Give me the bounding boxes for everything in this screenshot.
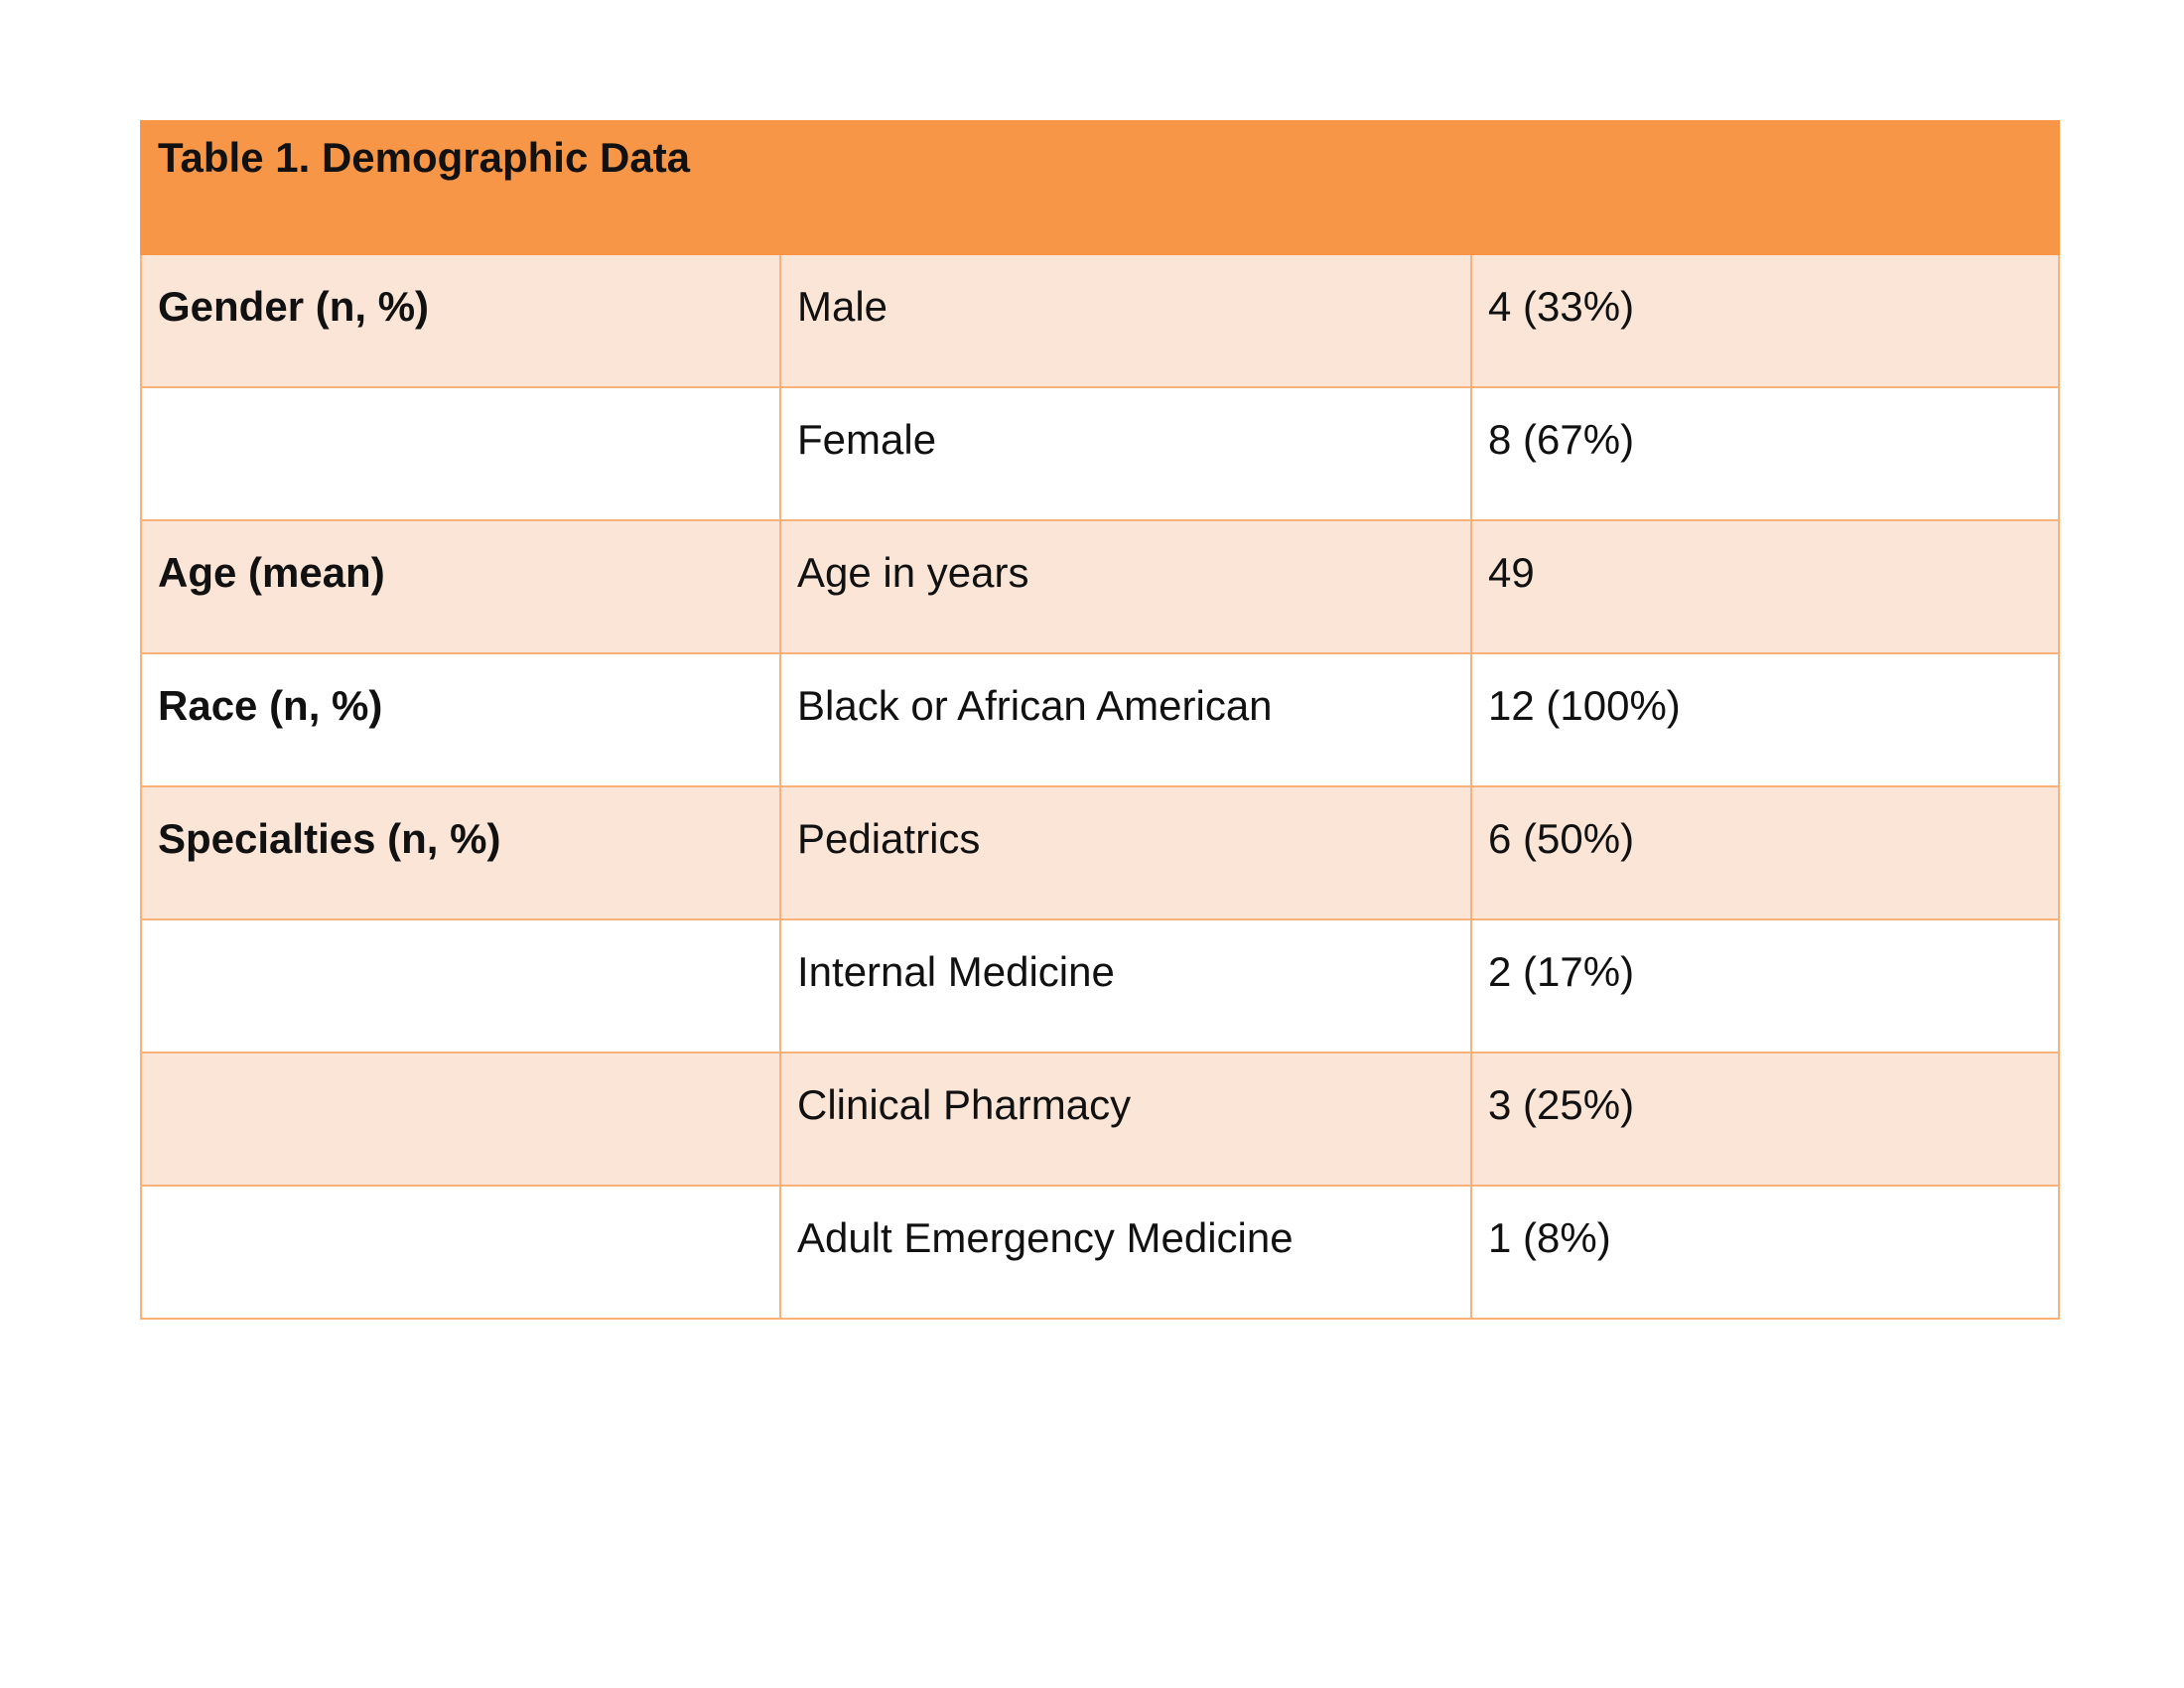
value-cell: 6 (50%): [1470, 785, 2060, 920]
table-row: Specialties (n, %) Pediatrics 6 (50%): [140, 785, 2060, 920]
category-cell: [140, 1052, 781, 1187]
value-cell: 1 (8%): [1470, 1185, 2060, 1320]
table-row: Female 8 (67%): [140, 386, 2060, 521]
item-cell: Pediatrics: [779, 785, 1472, 920]
item-cell: Female: [779, 386, 1472, 521]
category-cell: Race (n, %): [140, 652, 781, 787]
value-cell: 3 (25%): [1470, 1052, 2060, 1187]
table-row: Age (mean) Age in years 49: [140, 519, 2060, 654]
item-cell: Adult Emergency Medicine: [779, 1185, 1472, 1320]
value-cell: 8 (67%): [1470, 386, 2060, 521]
table-row: Adult Emergency Medicine 1 (8%): [140, 1185, 2060, 1320]
table-row: Race (n, %) Black or African American 12…: [140, 652, 2060, 787]
category-cell: [140, 1185, 781, 1320]
table-row: Internal Medicine 2 (17%): [140, 918, 2060, 1054]
table-title-row: Table 1. Demographic Data: [140, 120, 2060, 255]
item-cell: Clinical Pharmacy: [779, 1052, 1472, 1187]
category-cell: Specialties (n, %): [140, 785, 781, 920]
value-cell: 2 (17%): [1470, 918, 2060, 1054]
table-row: Clinical Pharmacy 3 (25%): [140, 1052, 2060, 1187]
item-cell: Age in years: [779, 519, 1472, 654]
item-cell: Black or African American: [779, 652, 1472, 787]
demographic-data-table: Table 1. Demographic Data Gender (n, %) …: [140, 120, 2060, 1320]
value-cell: 12 (100%): [1470, 652, 2060, 787]
table-row: Gender (n, %) Male 4 (33%): [140, 253, 2060, 388]
table-title: Table 1. Demographic Data: [140, 120, 2060, 255]
category-cell: [140, 918, 781, 1054]
value-cell: 4 (33%): [1470, 253, 2060, 388]
category-cell: [140, 386, 781, 521]
category-cell: Age (mean): [140, 519, 781, 654]
item-cell: Male: [779, 253, 1472, 388]
item-cell: Internal Medicine: [779, 918, 1472, 1054]
category-cell: Gender (n, %): [140, 253, 781, 388]
value-cell: 49: [1470, 519, 2060, 654]
